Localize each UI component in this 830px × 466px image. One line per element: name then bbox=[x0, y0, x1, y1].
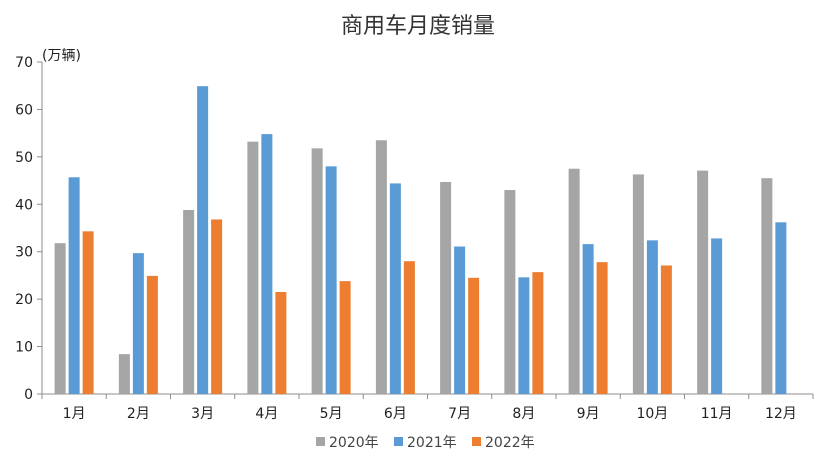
legend-swatch bbox=[316, 437, 325, 446]
bar bbox=[311, 148, 323, 394]
bar bbox=[339, 281, 351, 394]
bar bbox=[54, 243, 66, 394]
x-tick-label: 11月 bbox=[701, 406, 733, 422]
x-tick-label: 1月 bbox=[63, 406, 86, 422]
y-axis-unit-label: (万辆) bbox=[42, 48, 81, 64]
legend-swatch bbox=[472, 437, 481, 446]
bar bbox=[211, 219, 223, 394]
bar bbox=[711, 238, 723, 394]
legend-label: 2020年 bbox=[329, 435, 379, 451]
x-tick-label: 3月 bbox=[191, 406, 214, 422]
bar bbox=[146, 275, 158, 394]
chart-title: 商用车月度销量 bbox=[341, 14, 495, 39]
y-tick-label: 10 bbox=[15, 340, 33, 356]
y-tick-label: 50 bbox=[15, 150, 33, 166]
bars-group bbox=[54, 86, 787, 394]
bar bbox=[82, 231, 94, 394]
bar bbox=[261, 134, 273, 394]
y-tick-label: 40 bbox=[15, 197, 33, 213]
legend-swatch bbox=[394, 437, 403, 446]
bar bbox=[375, 140, 387, 394]
x-tick-label: 8月 bbox=[512, 406, 535, 422]
bar bbox=[132, 253, 144, 394]
y-tick-label: 30 bbox=[15, 245, 33, 261]
bar bbox=[697, 170, 709, 394]
bar bbox=[532, 272, 544, 394]
x-tick-label: 6月 bbox=[384, 406, 407, 422]
bar bbox=[518, 277, 530, 394]
x-tick-label: 5月 bbox=[320, 406, 343, 422]
bar bbox=[183, 209, 195, 394]
y-tick-label: 20 bbox=[15, 292, 33, 308]
bar bbox=[761, 178, 773, 394]
bar bbox=[775, 222, 787, 394]
legend-label: 2022年 bbox=[485, 435, 535, 451]
bar bbox=[118, 354, 130, 394]
bar bbox=[389, 183, 401, 394]
legend-label: 2021年 bbox=[407, 435, 457, 451]
bar bbox=[275, 292, 287, 394]
bar bbox=[646, 240, 658, 394]
bar bbox=[568, 168, 580, 394]
axes: 0 10 20 30 40 50 60 70 1月 2月 3月 4月 5月 6月 7月 8月 9月 10月 11月 1… bbox=[15, 55, 814, 422]
bar bbox=[247, 141, 259, 394]
y-tick-label: 70 bbox=[15, 55, 33, 71]
bar bbox=[440, 181, 452, 394]
bar bbox=[325, 166, 337, 394]
bar bbox=[660, 265, 672, 394]
bar bbox=[632, 174, 644, 394]
bar bbox=[403, 261, 415, 394]
bar bbox=[582, 244, 594, 394]
x-tick-label: 4月 bbox=[255, 406, 278, 422]
x-tick-label: 2月 bbox=[127, 406, 150, 422]
legend: 2020年 2021年 2022年 bbox=[316, 435, 535, 451]
x-tick-label: 12月 bbox=[765, 406, 797, 422]
bar bbox=[596, 262, 608, 394]
x-tick-label: 7月 bbox=[448, 406, 471, 422]
bar bbox=[68, 177, 80, 394]
bar bbox=[468, 277, 480, 394]
x-tick-label: 9月 bbox=[577, 406, 600, 422]
bar bbox=[504, 190, 516, 394]
y-tick-label: 0 bbox=[24, 387, 33, 403]
bar bbox=[454, 246, 466, 394]
y-tick-label: 60 bbox=[15, 102, 33, 118]
x-tick-label: 10月 bbox=[636, 406, 668, 422]
bar bbox=[197, 86, 209, 394]
